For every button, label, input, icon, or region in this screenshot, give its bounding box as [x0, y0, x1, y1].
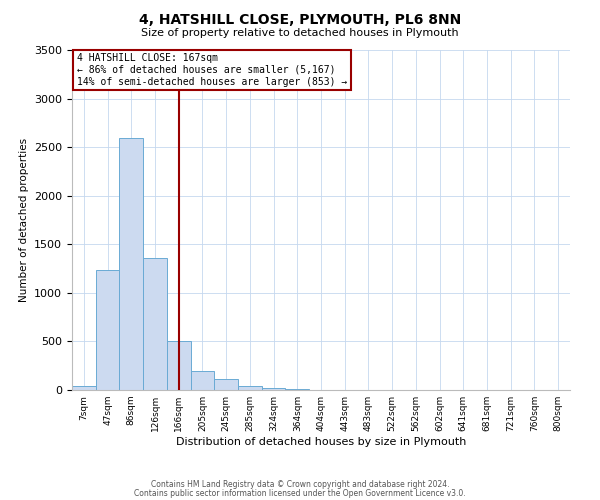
Text: 4, HATSHILL CLOSE, PLYMOUTH, PL6 8NN: 4, HATSHILL CLOSE, PLYMOUTH, PL6 8NN	[139, 12, 461, 26]
Y-axis label: Number of detached properties: Number of detached properties	[19, 138, 29, 302]
Bar	[191, 370, 214, 390]
Text: Size of property relative to detached houses in Plymouth: Size of property relative to detached ho…	[141, 28, 459, 38]
Bar	[238, 386, 262, 390]
Bar	[286, 389, 309, 390]
Text: 4 HATSHILL CLOSE: 167sqm
← 86% of detached houses are smaller (5,167)
14% of sem: 4 HATSHILL CLOSE: 167sqm ← 86% of detach…	[77, 54, 347, 86]
Bar	[262, 388, 286, 390]
Bar	[143, 258, 167, 390]
Bar	[167, 342, 191, 390]
Bar	[214, 380, 238, 390]
X-axis label: Distribution of detached houses by size in Plymouth: Distribution of detached houses by size …	[176, 437, 466, 447]
Bar	[119, 138, 143, 390]
Bar	[72, 386, 96, 390]
Text: Contains public sector information licensed under the Open Government Licence v3: Contains public sector information licen…	[134, 488, 466, 498]
Bar	[96, 270, 119, 390]
Text: Contains HM Land Registry data © Crown copyright and database right 2024.: Contains HM Land Registry data © Crown c…	[151, 480, 449, 489]
